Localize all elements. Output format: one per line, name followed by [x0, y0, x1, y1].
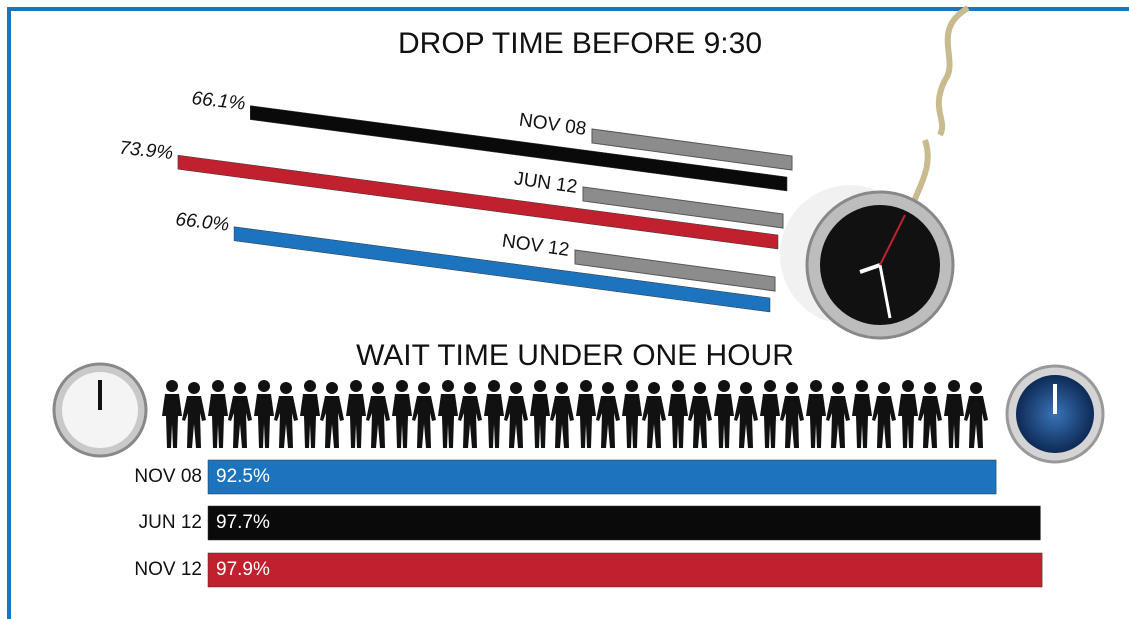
- rope: [907, 5, 970, 216]
- category-label: NOV 12: [134, 559, 202, 580]
- clock-right: [1005, 364, 1105, 464]
- silhouettes: [160, 378, 990, 450]
- value-label: 97.7%: [216, 512, 270, 533]
- category-label: JUN 12: [513, 168, 579, 198]
- category-label: NOV 08: [518, 110, 588, 140]
- value-label: 97.9%: [216, 559, 270, 580]
- bar: [250, 105, 788, 192]
- clock-top: [780, 185, 955, 340]
- value-label: 66.1%: [191, 88, 247, 115]
- grey-bar: [591, 128, 793, 171]
- category-label: NOV 08: [134, 466, 202, 487]
- bar: [177, 154, 779, 250]
- grey-bar: [582, 186, 784, 229]
- bar: [207, 552, 1043, 588]
- category-label: JUN 12: [139, 512, 202, 533]
- chart-title: DROP TIME BEFORE 9:30: [398, 27, 762, 60]
- frame: [7, 7, 1129, 619]
- value-label: 92.5%: [216, 466, 270, 487]
- bar: [233, 226, 771, 313]
- grey-bar: [574, 249, 776, 292]
- value-label: 73.9%: [118, 138, 174, 165]
- value-label: 66.0%: [174, 209, 230, 236]
- bar: [207, 505, 1041, 541]
- bar: [207, 459, 997, 495]
- chart-title: WAIT TIME UNDER ONE HOUR: [356, 339, 794, 372]
- category-label: NOV 12: [501, 231, 571, 261]
- clock-left: [52, 362, 148, 458]
